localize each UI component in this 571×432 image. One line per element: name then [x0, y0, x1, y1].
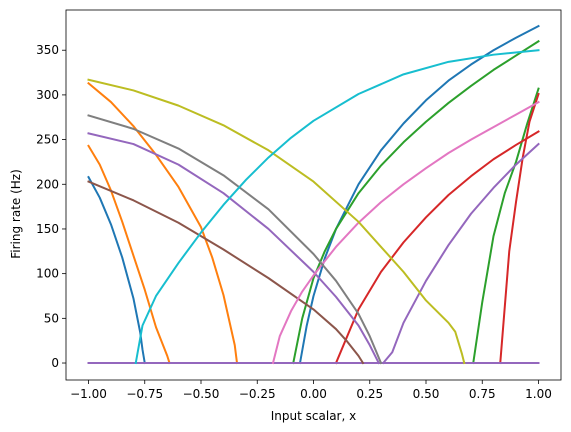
x-axis-label: Input scalar, x: [271, 409, 356, 423]
x-tick-label-0: −1.00: [70, 387, 107, 401]
x-tick-label-7: 0.75: [469, 387, 496, 401]
series-line-2: [87, 175, 146, 365]
axes-layer: −1.00 −0.75 −0.50 −0.25 0.00 0.25 0.50 0.75 1.00…: [36, 9, 562, 401]
series-line-1: [298, 24, 540, 365]
x-tick-label-3: −0.25: [239, 387, 276, 401]
y-tick-label-7: 350: [36, 43, 59, 57]
series-line-16: [87, 114, 383, 365]
series-line-18: [134, 49, 540, 365]
y-axis-label: Firing rate (Hz): [9, 169, 23, 259]
series-line-15: [271, 100, 540, 365]
series-line-4: [87, 81, 239, 365]
y-tick-label-5: 250: [36, 133, 59, 147]
y-tick-label-3: 150: [36, 222, 59, 236]
x-tick-label-6: 0.50: [413, 387, 440, 401]
x-tick-label-5: 0.25: [356, 387, 383, 401]
series-line-9: [499, 92, 540, 365]
y-tick-label-2: 100: [36, 267, 59, 281]
x-tick-label-1: −0.75: [126, 387, 163, 401]
series-line-8: [334, 130, 540, 365]
y-tick-label-6: 300: [36, 88, 59, 102]
x-tick-label-8: 1.00: [525, 387, 552, 401]
x-tick-label-2: −0.50: [183, 387, 220, 401]
x-tick-label-4: 0.00: [300, 387, 327, 401]
series-line-11: [87, 132, 381, 365]
y-tick-label-1: 50: [44, 311, 59, 325]
series-line-7: [472, 87, 540, 365]
series-line-3: [87, 144, 171, 365]
y-tick-label-4: 200: [36, 177, 59, 191]
series-line-12: [381, 142, 540, 365]
y-tick-label-0: 0: [51, 356, 59, 370]
series-line-14: [87, 180, 365, 365]
series-line-17: [87, 78, 466, 365]
series-layer: [87, 24, 540, 365]
